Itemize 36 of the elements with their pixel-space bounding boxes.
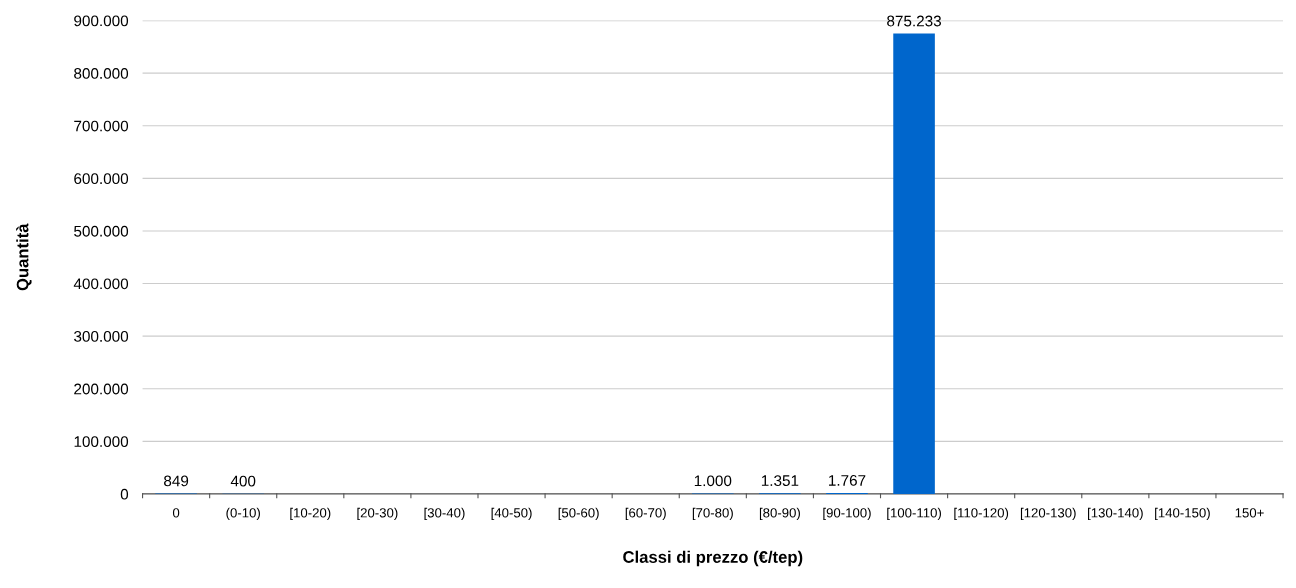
x-tick-label: [100-110) bbox=[887, 507, 941, 521]
y-tick-label: 500.000 bbox=[74, 225, 129, 237]
y-axis-title: Quantità bbox=[16, 223, 32, 291]
y-tick-label: 900.000 bbox=[74, 15, 129, 27]
x-tick-label: [90-100) bbox=[823, 507, 871, 521]
x-tick-label: [60-70) bbox=[625, 507, 666, 521]
data-label: 849 bbox=[164, 475, 189, 487]
y-tick-label: 700.000 bbox=[74, 120, 129, 132]
x-tick-label: [130-140) bbox=[1088, 507, 1143, 521]
x-tick-label: [40-50) bbox=[491, 507, 532, 521]
y-tick-label: 300.000 bbox=[74, 331, 129, 342]
x-tick-label: [10-20) bbox=[290, 507, 331, 521]
x-tick-label: [140-150) bbox=[1155, 507, 1210, 521]
y-tick-label: 400.000 bbox=[73, 278, 129, 290]
x-tick-label: [120-130) bbox=[1020, 507, 1076, 521]
x-tick-label: 0 bbox=[172, 508, 180, 518]
x-axis-title: Classi di prezzo (€/tep) bbox=[623, 550, 803, 567]
y-tick-label: 800.000 bbox=[74, 68, 129, 79]
x-tick-label: [20-30) bbox=[357, 507, 398, 521]
x-tick-label: [50-60) bbox=[558, 507, 599, 521]
x-tick-label: [80-90) bbox=[759, 507, 800, 521]
data-label: 1.351 bbox=[761, 475, 799, 487]
data-label: 1.000 bbox=[694, 475, 732, 487]
data-label: 1.767 bbox=[829, 474, 866, 486]
y-tick-label: 0 bbox=[120, 488, 129, 500]
x-tick-label: (0-10) bbox=[226, 507, 260, 521]
y-tick-label: 200.000 bbox=[74, 383, 129, 395]
bar bbox=[893, 33, 935, 494]
x-tick-label: [30-40) bbox=[424, 507, 465, 521]
data-label: 400 bbox=[230, 475, 256, 487]
x-tick-label: [110-120) bbox=[954, 507, 1009, 521]
x-tick-label: 150+ bbox=[1235, 508, 1264, 518]
y-tick-label: 100.000 bbox=[74, 436, 129, 448]
x-tick-label: [70-80) bbox=[692, 507, 733, 521]
data-label: 875.233 bbox=[887, 15, 941, 27]
y-tick-label: 600.000 bbox=[74, 173, 129, 185]
